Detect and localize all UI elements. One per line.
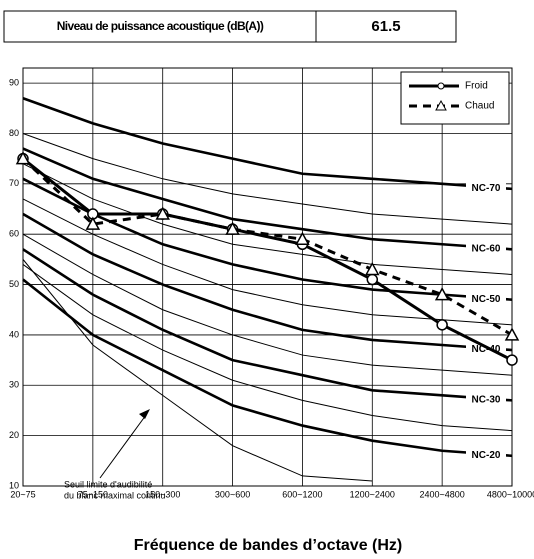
annotation: Seuil limite d'audibilité xyxy=(64,479,152,489)
nc-label: NC-30 xyxy=(472,395,501,406)
header-label: Niveau de puissance acoustique (dB(A)) xyxy=(57,19,264,33)
plot-frame xyxy=(22,67,513,487)
y-tick-label: 70 xyxy=(9,178,19,188)
point xyxy=(155,206,170,220)
x-tick-label: 150~300 xyxy=(145,489,180,499)
nc-curve xyxy=(22,163,513,275)
point xyxy=(366,273,379,286)
y-tick-label: 90 xyxy=(9,77,19,87)
nc-curve xyxy=(22,132,513,225)
legend-marker xyxy=(437,82,445,90)
y-tick-label: 40 xyxy=(9,329,19,339)
nc-curve xyxy=(22,233,513,376)
y-tick-label: 20 xyxy=(9,430,19,440)
y-tick-label: 80 xyxy=(9,128,19,138)
arrow-head xyxy=(139,409,150,419)
nc-label: NC-50 xyxy=(472,294,501,305)
legend-box xyxy=(400,71,510,125)
nc-curve xyxy=(22,278,513,458)
point xyxy=(15,151,31,165)
x-axis-title: Fréquence de bandes d’octave (Hz) xyxy=(134,537,403,554)
nc-label-bg xyxy=(466,181,506,196)
nc-label: NC-60 xyxy=(472,243,501,254)
nc-curve xyxy=(22,96,513,191)
nc-curve xyxy=(22,177,513,301)
nc-label-bg xyxy=(466,448,506,463)
header-box xyxy=(3,10,457,43)
series-line xyxy=(21,157,513,337)
point xyxy=(506,354,518,366)
y-tick-label: 60 xyxy=(9,229,19,239)
y-tick-label: 10 xyxy=(9,480,19,490)
point xyxy=(504,327,520,341)
y-tick-label: 30 xyxy=(9,380,19,390)
nc-label: NC-20 xyxy=(472,450,501,461)
annotation-arrow xyxy=(99,414,147,479)
nc-label-bg xyxy=(466,241,506,256)
nc-curve xyxy=(22,264,513,432)
point xyxy=(85,216,101,230)
nc-curve xyxy=(22,248,513,402)
x-tick-label: 4800~10000 xyxy=(487,489,534,499)
nc-curve xyxy=(22,147,513,251)
nc-curve xyxy=(22,259,373,482)
annotation: du blanc maximal continu xyxy=(64,490,166,500)
point xyxy=(436,319,448,331)
x-tick-label: 300~600 xyxy=(215,489,250,499)
nc-label-bg xyxy=(466,292,506,307)
legend-marker xyxy=(435,99,447,111)
header-value: 61.5 xyxy=(371,18,400,35)
point xyxy=(365,261,380,276)
legend-label: Chaud xyxy=(465,101,494,112)
nc-label: NC-70 xyxy=(472,183,501,194)
nc-curve xyxy=(22,212,513,352)
y-tick-label: 50 xyxy=(9,279,19,289)
series-line xyxy=(22,157,513,362)
nc-label: NC-40 xyxy=(472,344,501,355)
legend-label: Froid xyxy=(465,81,488,92)
x-tick-label: 20~75 xyxy=(10,489,35,499)
x-tick-label: 75~150 xyxy=(78,489,108,499)
point xyxy=(225,221,240,235)
point xyxy=(295,231,310,245)
x-tick-label: 600~1200 xyxy=(282,489,322,499)
x-tick-label: 2400~4800 xyxy=(419,489,464,499)
x-tick-label: 1200~2400 xyxy=(350,489,395,499)
point xyxy=(434,287,450,301)
nc-label-bg xyxy=(466,392,506,407)
